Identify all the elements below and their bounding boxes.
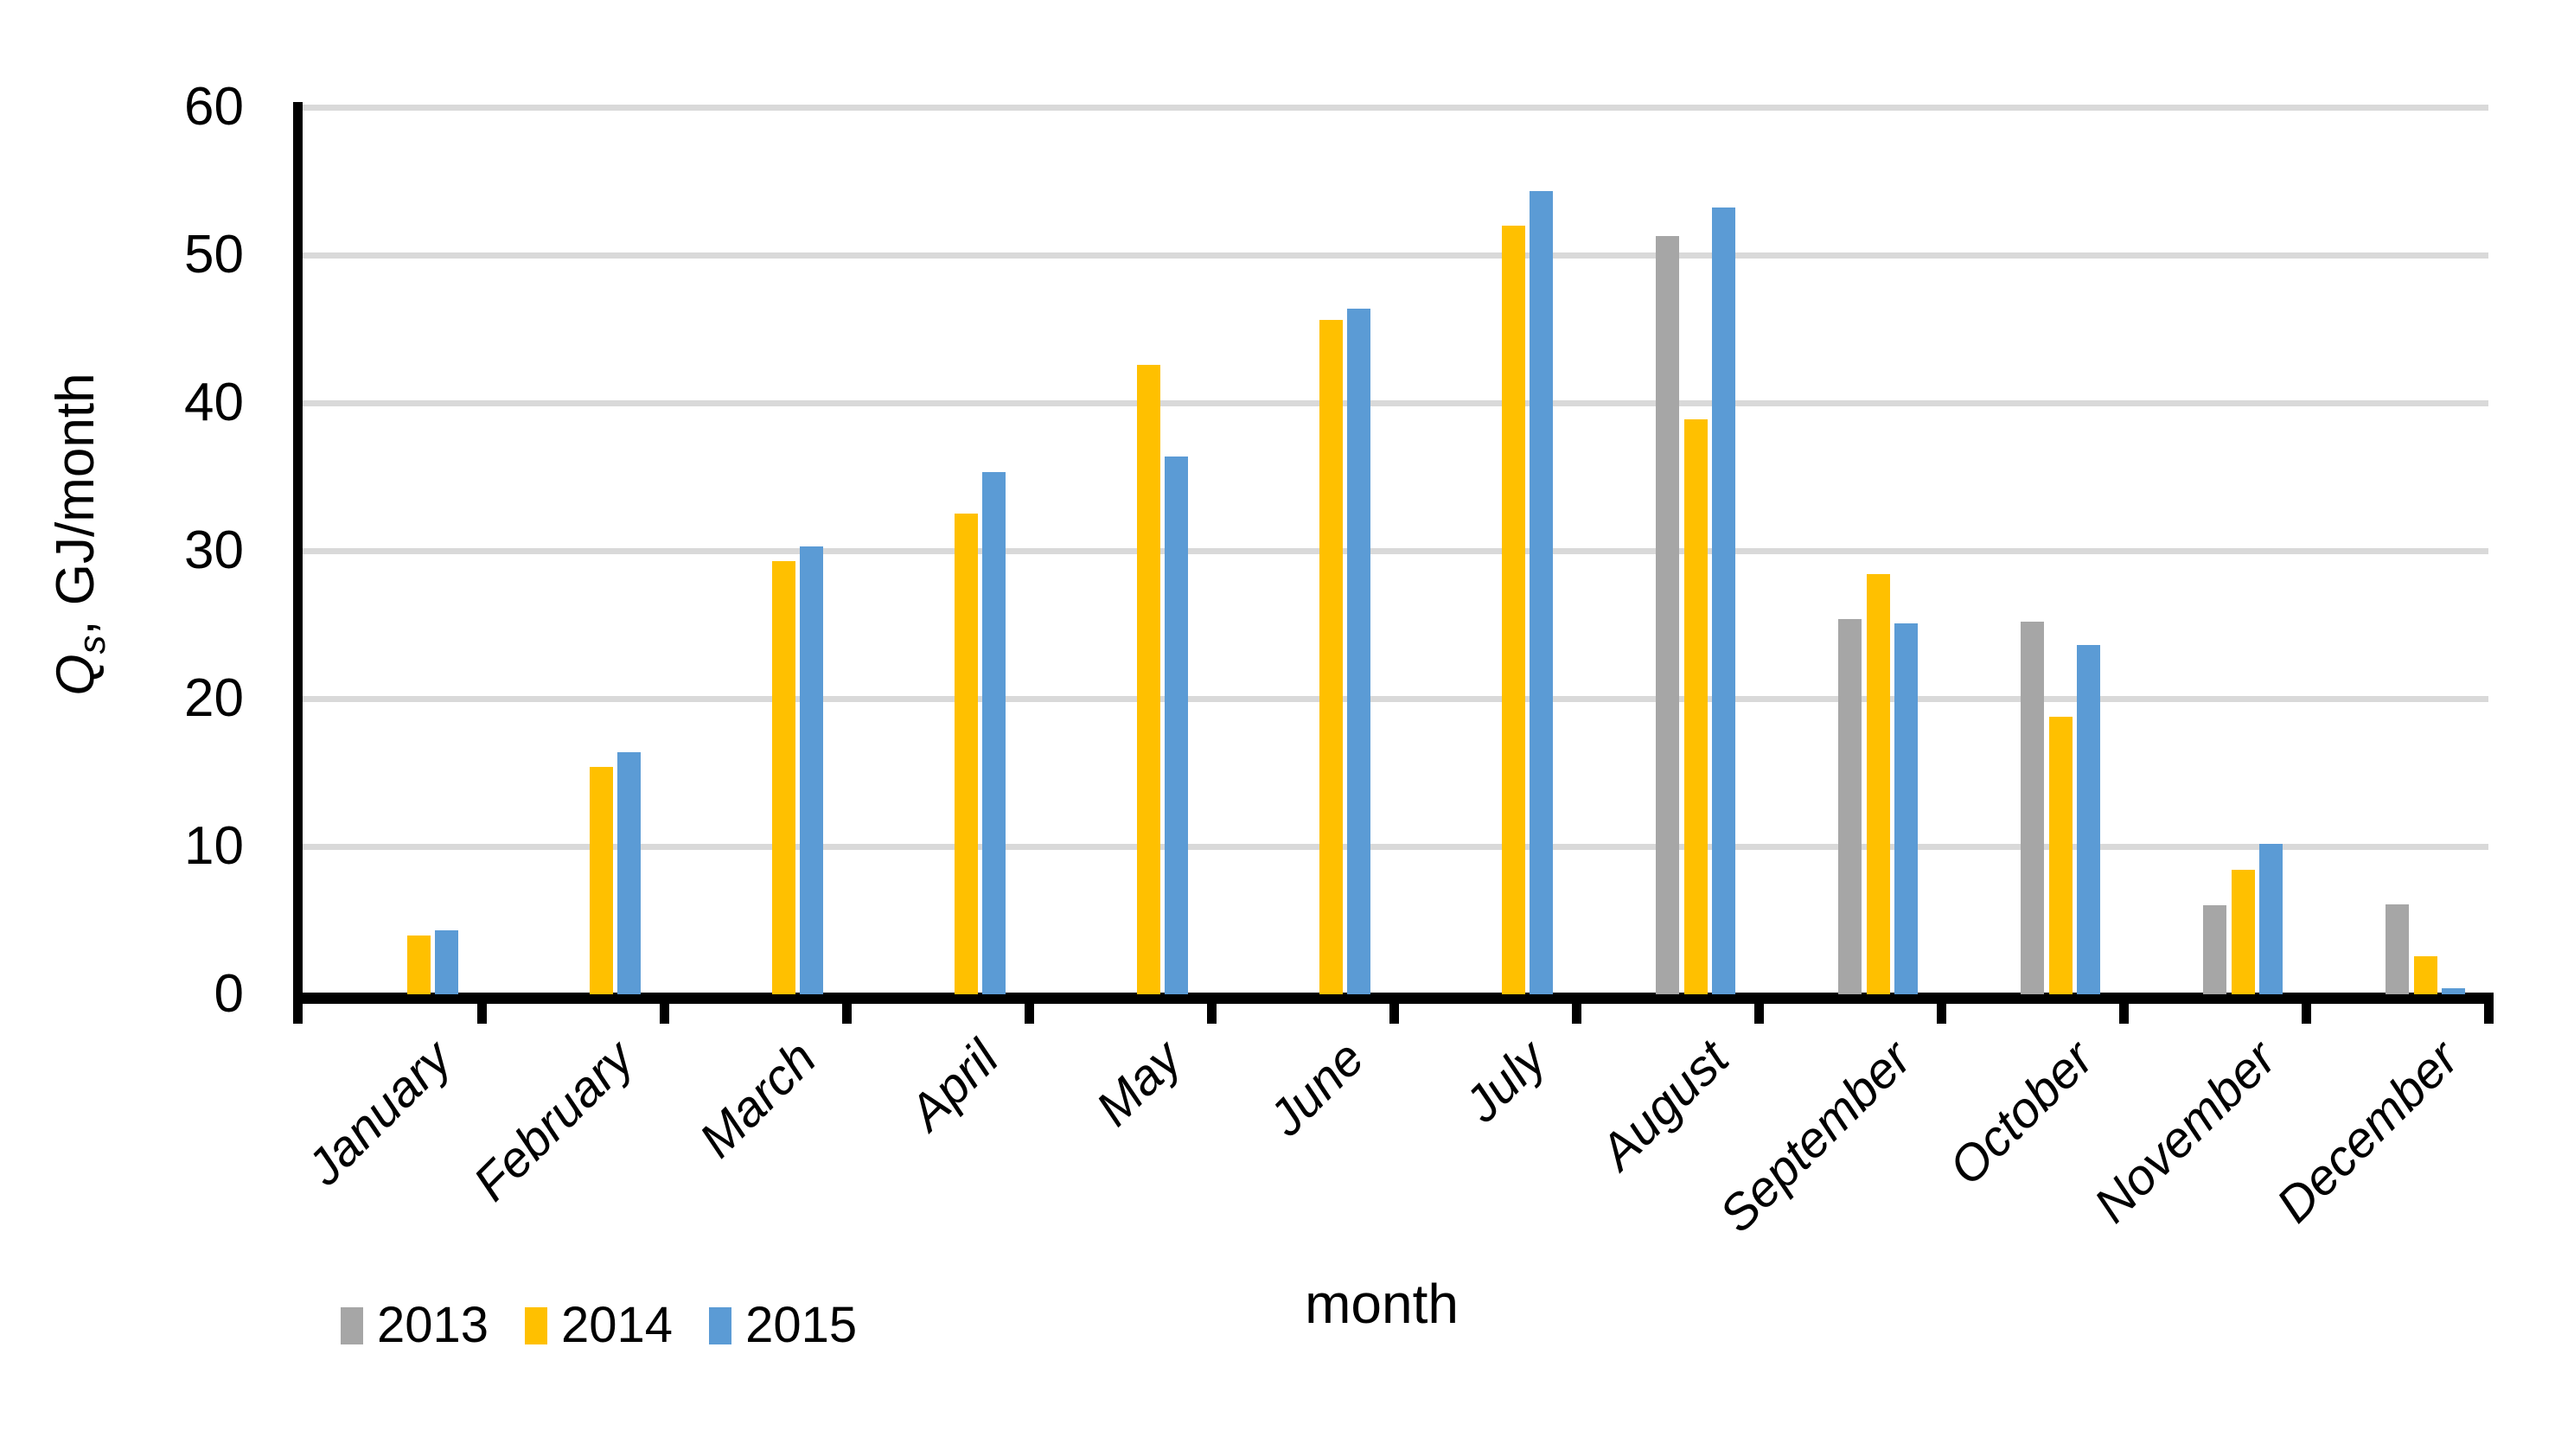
gridline-30 (303, 548, 2488, 554)
bar-2015-march (800, 546, 823, 994)
bar-2014-november (2231, 870, 2255, 994)
bar-2014-march (771, 561, 795, 994)
y-tick-label-0: 0 (214, 964, 244, 1024)
legend-label-2013: 2013 (377, 1297, 489, 1353)
bar-2015-july (1530, 191, 1553, 994)
x-axis-tick (2484, 993, 2494, 1024)
bar-2015-december (2442, 988, 2465, 994)
bar-2013-november (2203, 905, 2226, 994)
x-axis-tick (1572, 993, 1581, 1024)
x-axis-tick (477, 993, 487, 1024)
bar-2015-april (982, 472, 1006, 994)
month-label-august: August (1589, 1030, 1740, 1180)
x-axis-tick (2119, 993, 2129, 1024)
y-title-units: , GJ/month (45, 373, 105, 635)
bar-2015-august (1712, 208, 1735, 994)
legend-item-2015: 2015 (709, 1300, 857, 1351)
bar-2013-september (1838, 619, 1862, 994)
x-axis-tick (1754, 993, 1764, 1024)
y-tick-label-30: 30 (184, 520, 244, 580)
legend-marker-2013 (341, 1306, 363, 1344)
y-tick-label-60: 60 (184, 77, 244, 137)
bar-2015-november (2259, 844, 2283, 994)
x-axis-tick (2302, 993, 2311, 1024)
bar-2014-january (406, 936, 431, 994)
legend-item-2013: 2013 (341, 1300, 489, 1351)
x-axis-tick (842, 993, 852, 1024)
bar-2014-september (1866, 574, 1890, 994)
bar-2014-february (589, 767, 613, 994)
legend-label-2015: 2015 (745, 1297, 858, 1353)
bar-2014-december (2413, 956, 2437, 994)
bar-2013-october (2021, 622, 2044, 994)
legend-label-2014: 2014 (561, 1297, 674, 1353)
month-label-july: July (1453, 1030, 1557, 1134)
x-axis-tick (1207, 993, 1217, 1024)
x-axis-tick (1937, 993, 1946, 1024)
y-axis-line (293, 102, 303, 1024)
bar-2013-august (1656, 236, 1679, 994)
bar-2014-may (1136, 365, 1160, 994)
month-label-march: March (688, 1030, 827, 1169)
gridline-60 (303, 105, 2488, 111)
bar-2015-may (1165, 457, 1188, 994)
y-tick-label-20: 20 (184, 668, 244, 728)
bar-2014-august (1683, 419, 1708, 994)
x-axis-tick (660, 993, 669, 1024)
bar-2014-july (1501, 226, 1525, 994)
y-tick-label-40: 40 (184, 373, 244, 432)
legend-marker-2015 (709, 1306, 732, 1344)
bar-2015-february (617, 752, 641, 994)
y-tick-label-10: 10 (184, 816, 244, 876)
y-tick-label-50: 50 (184, 225, 244, 284)
x-axis-title: month (1305, 1273, 1459, 1335)
month-label-november: November (2083, 1030, 2287, 1234)
month-label-january: January (296, 1030, 463, 1197)
month-label-february: February (463, 1030, 645, 1212)
legend-marker-2014 (525, 1306, 548, 1344)
month-label-april: April (898, 1030, 1010, 1141)
month-label-may: May (1085, 1030, 1192, 1137)
gridline-20 (303, 696, 2488, 702)
legend-item-2014: 2014 (525, 1300, 673, 1351)
month-label-september: September (1709, 1030, 1922, 1243)
y-title-subscript: s (72, 635, 114, 655)
bar-2015-october (2077, 645, 2100, 994)
month-label-december: December (2265, 1030, 2469, 1234)
gridline-50 (303, 252, 2488, 259)
bar-2014-october (2048, 717, 2073, 994)
bar-2014-april (954, 514, 978, 994)
x-axis-tick (1025, 993, 1034, 1024)
month-label-october: October (1938, 1030, 2105, 1197)
bar-2015-june (1347, 309, 1370, 994)
bar-2014-june (1319, 320, 1343, 994)
y-title-variable: Q (45, 654, 105, 696)
y-axis-title: Qs, GJ/month (45, 373, 114, 695)
month-label-june: June (1257, 1030, 1375, 1147)
legend: 2013 2014 2015 (341, 1300, 857, 1351)
gridline-10 (303, 844, 2488, 850)
bar-2015-january (435, 930, 458, 994)
x-axis-tick (1389, 993, 1399, 1024)
bar-2015-september (1894, 623, 1918, 994)
bar-2013-december (2386, 904, 2409, 994)
gridline-40 (303, 400, 2488, 406)
